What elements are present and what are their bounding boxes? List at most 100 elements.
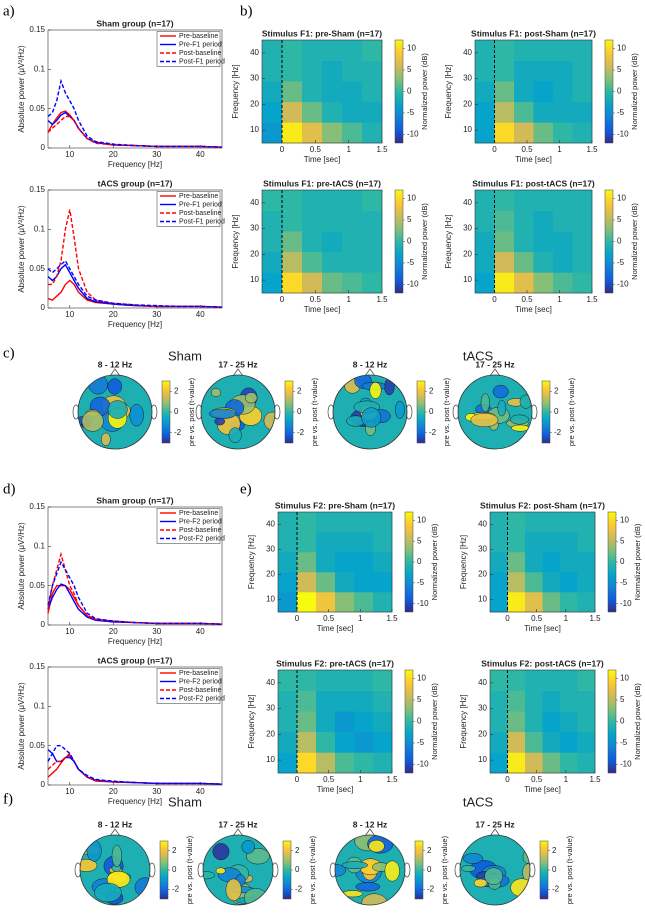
heatmap-cell: [262, 190, 283, 211]
heatmap-cell: [302, 190, 323, 211]
y-tick-label: 30: [463, 224, 472, 233]
y-tick-label: 0.1: [34, 64, 46, 73]
y-tick-label: 20: [478, 729, 487, 738]
x-tick-label: 40: [196, 150, 205, 159]
x-tick-label: 0: [505, 775, 510, 784]
colorbar-tick-label: 10: [417, 515, 426, 524]
y-tick-label: 0.1: [34, 224, 46, 233]
chart-title: Stimulus F2: post-Sham (n=17): [480, 500, 605, 510]
topo-title: 8 - 12 Hz: [353, 359, 388, 369]
heatmap-cell: [297, 670, 317, 691]
x-tick-label: 40: [196, 787, 205, 796]
colorbar-tick-label: -5: [620, 578, 628, 587]
colorbar-label: pre vs. post (t-value): [310, 377, 319, 446]
topo-blob: [212, 843, 230, 861]
heatmap-cell: [342, 251, 363, 273]
x-tick-label: 1.5: [586, 295, 598, 304]
heatmap-cell: [354, 711, 374, 733]
heatmap-cell: [373, 731, 393, 753]
x-tick-label: 0: [492, 295, 497, 304]
topo-blob: [473, 878, 488, 888]
colorbar-tick-label: 5: [407, 65, 412, 74]
colorbar-tick-label: 2: [295, 846, 300, 855]
heatmap-cell: [572, 272, 593, 294]
panel-label: e): [240, 481, 252, 497]
colorbar-label: Normalized power (dB): [430, 683, 439, 760]
y-tick-label: 30: [250, 224, 259, 233]
heatmap-cell: [262, 40, 283, 61]
colorbar-label: pre vs. post (t-value): [440, 835, 449, 904]
heatmap-cell: [302, 40, 323, 61]
x-tick-label: 1.5: [589, 614, 601, 623]
heatmap-cell: [302, 210, 323, 232]
heatmap-cell: [316, 552, 336, 573]
axes-frame: [261, 189, 383, 294]
topo-blob: [462, 853, 484, 864]
colorbar-tick-label: 0: [174, 407, 179, 416]
line-series: [47, 111, 223, 148]
colorbar: [404, 669, 414, 774]
colorbar-tick-label: -10: [620, 599, 632, 608]
y-axis-label: Frequency [Hz]: [231, 64, 240, 118]
colorbar-tick-label: -2: [552, 884, 560, 893]
head-outline: [334, 834, 406, 906]
x-tick-label: 1: [346, 295, 351, 304]
heatmap-cell: [354, 592, 374, 613]
colorbar-label: Normalized power (dB): [420, 53, 429, 130]
heatmap-cell: [507, 552, 526, 573]
heatmap-cell: [542, 690, 561, 712]
colorbar: [604, 39, 614, 144]
heatmap-cell: [322, 251, 343, 273]
x-tick-label: 1.5: [386, 775, 398, 784]
heatmap-cell: [297, 752, 317, 774]
topo-title: 17 - 25 Hz: [475, 359, 514, 369]
head-outline: [332, 374, 408, 450]
x-tick-label: 30: [152, 627, 161, 636]
heatmap-cell: [553, 40, 573, 61]
heatmap-cell: [507, 690, 526, 712]
topo-pattern: [460, 835, 530, 905]
heatmap-cell: [514, 231, 534, 253]
y-tick-label: 30: [478, 704, 487, 713]
line-series: [47, 279, 223, 308]
x-tick-label: 10: [65, 627, 74, 636]
x-tick-label: 10: [65, 310, 74, 319]
x-tick-label: 0.5: [521, 295, 533, 304]
colorbar-label: pre vs. post (t-value): [567, 377, 576, 446]
axes-frame: [47, 666, 223, 786]
y-tick-label: 30: [266, 704, 275, 713]
heatmap-cell: [533, 190, 554, 211]
heatmap-cell: [302, 231, 323, 253]
colorbar-tick-label: -10: [407, 280, 419, 289]
heatmap-cell: [475, 231, 495, 253]
x-tick-label: 0: [295, 775, 300, 784]
colorbar-tick-label: -10: [407, 130, 419, 139]
heatmap-cell: [322, 122, 343, 144]
y-axis-label: Absolute power (μV²/Hz): [17, 205, 26, 293]
head-outline: [79, 834, 151, 906]
heatmap-cell: [525, 670, 543, 691]
panel-label: a): [3, 3, 15, 19]
x-tick-label: 1: [564, 614, 569, 623]
y-tick-label: 10: [463, 125, 472, 134]
heatmap-cell: [342, 40, 363, 61]
heatmap-cell: [542, 532, 561, 553]
x-tick-label: 0: [280, 295, 285, 304]
heatmap-cell: [316, 572, 336, 593]
topo-blob: [225, 878, 242, 901]
colorbar-tick-label: 5: [617, 215, 622, 224]
heatmap-cell: [494, 251, 515, 273]
chart-title: Stimulus F2: post-tACS (n=17): [481, 658, 604, 668]
x-tick-label: 0.5: [310, 145, 322, 154]
topo-title: 8 - 12 Hz: [98, 819, 133, 829]
axes-frame: [47, 506, 223, 626]
heatmap-cell: [335, 711, 355, 733]
heatmap-cell: [533, 81, 554, 103]
heatmap-cell: [278, 670, 298, 691]
heatmap-cell: [494, 81, 515, 103]
heatmap-cell: [342, 210, 363, 232]
heatmap-cell: [282, 190, 303, 211]
y-tick-label: 30: [463, 74, 472, 83]
colorbar-tick-label: 10: [617, 194, 626, 203]
y-tick-label: 10: [463, 275, 472, 284]
